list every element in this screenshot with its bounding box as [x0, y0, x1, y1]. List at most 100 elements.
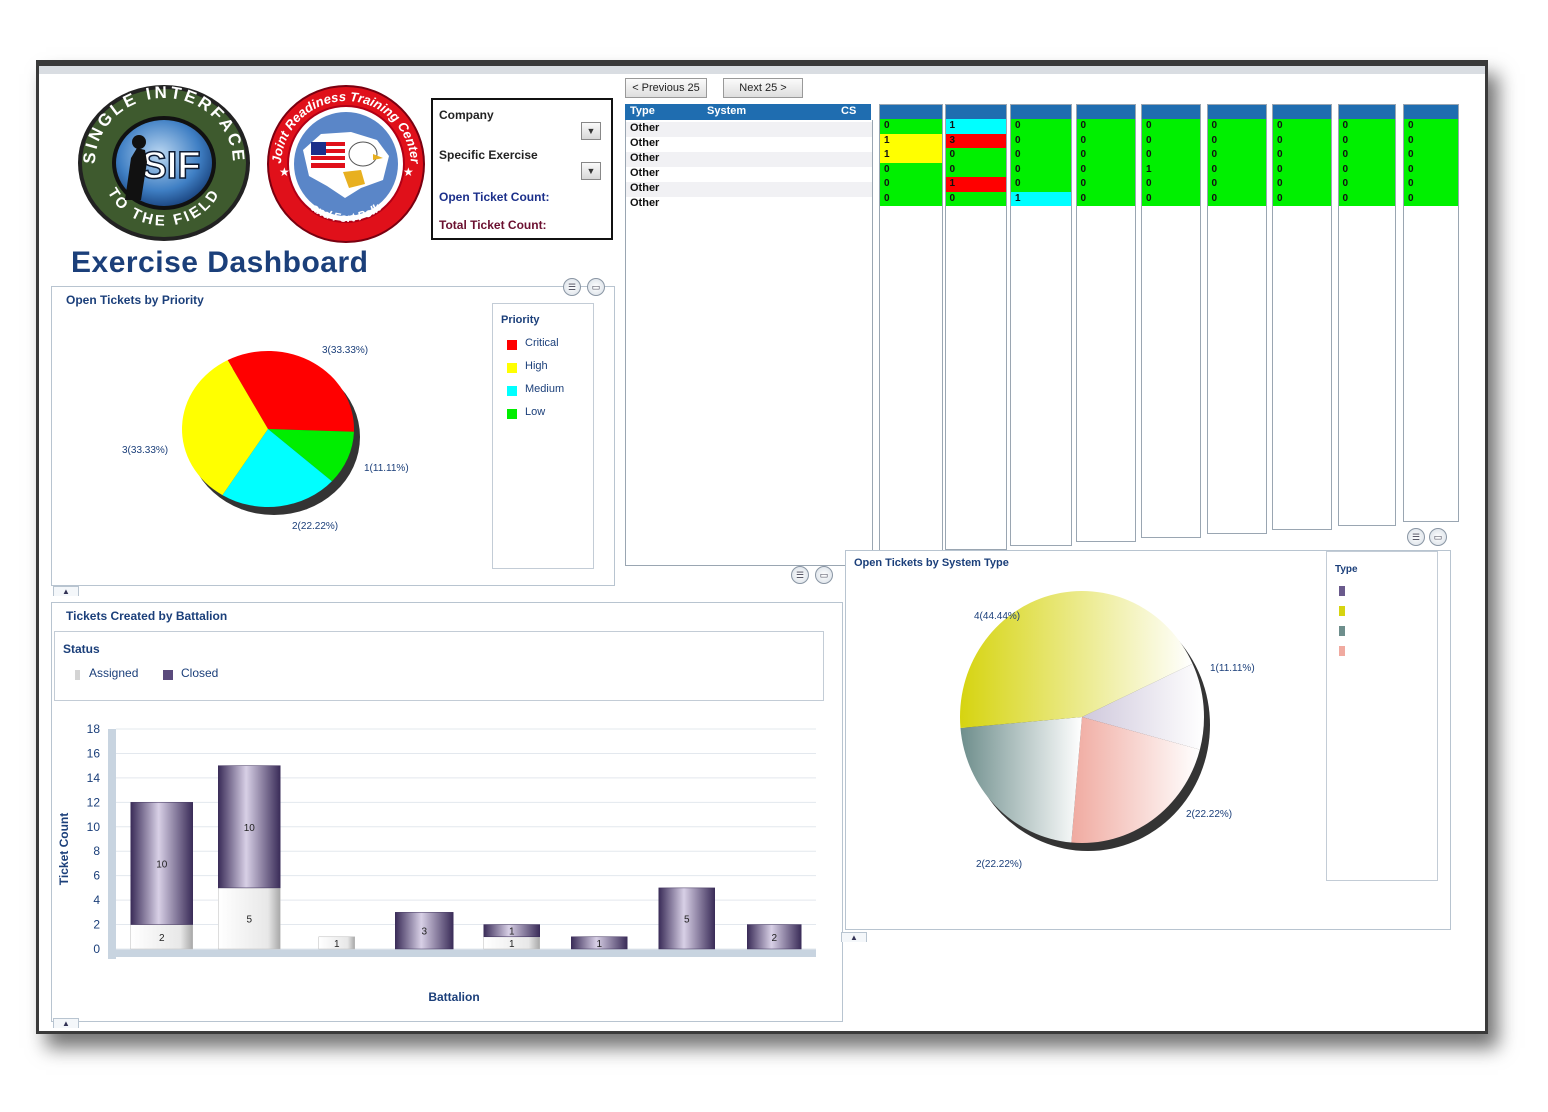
status-cell[interactable]: 0 [1338, 162, 1395, 177]
bar-closed[interactable] [747, 924, 802, 950]
status-cell[interactable]: 0 [1273, 191, 1331, 206]
legend-swatch-high [507, 363, 517, 373]
status-cell[interactable]: 0 [1076, 133, 1135, 148]
status-cell[interactable]: 1 [880, 148, 942, 163]
exercise-dropdown[interactable]: ▼ [581, 162, 601, 180]
status-cell[interactable]: 0 [1011, 162, 1071, 177]
list-view-button[interactable]: ☰ [1407, 528, 1425, 546]
status-cell[interactable]: 0 [1404, 119, 1458, 134]
grid-row[interactable]: Other [626, 182, 872, 197]
status-cell[interactable]: 0 [1207, 177, 1266, 192]
status-cell[interactable]: 0 [1273, 148, 1331, 163]
grid-row[interactable]: Other [630, 197, 660, 209]
list-view-button[interactable]: ☰ [563, 278, 581, 296]
status-cell[interactable]: 0 [1273, 162, 1331, 177]
status-cell[interactable]: 0 [1273, 133, 1331, 148]
status-cell[interactable]: 1 [880, 133, 942, 148]
status-cell[interactable]: 0 [945, 148, 1006, 163]
maximize-button[interactable]: ▭ [1429, 528, 1447, 546]
status-cell[interactable]: 0 [1207, 119, 1266, 134]
maximize-button[interactable]: ▭ [815, 566, 833, 584]
status-cell[interactable]: 0 [880, 191, 942, 206]
pie-slice[interactable] [227, 351, 354, 432]
maximize-button[interactable]: ▭ [587, 278, 605, 296]
pie-slice[interactable] [1082, 663, 1204, 750]
status-cell[interactable]: 0 [1273, 119, 1331, 134]
status-cell[interactable]: 0 [1011, 133, 1071, 148]
bar-closed[interactable] [658, 887, 715, 950]
status-cell[interactable]: 0 [1076, 148, 1135, 163]
pie-slice[interactable] [268, 429, 354, 482]
status-cell[interactable]: 0 [1142, 191, 1200, 206]
pie-slice[interactable] [960, 591, 1193, 728]
status-cell[interactable]: 0 [1076, 177, 1135, 192]
status-cell[interactable]: 0 [1076, 162, 1135, 177]
status-cell[interactable]: 0 [880, 177, 942, 192]
status-cell[interactable]: 0 [1338, 177, 1395, 192]
collapse-tab[interactable]: ▲ [53, 1018, 79, 1028]
bar-closed[interactable] [571, 936, 628, 950]
collapse-tab[interactable]: ▲ [841, 932, 867, 942]
status-cell[interactable]: 0 [1011, 148, 1071, 163]
status-cell[interactable]: 3 [945, 133, 1006, 148]
grid-row[interactable]: Other [630, 137, 660, 149]
status-cell[interactable]: 0 [1142, 177, 1200, 192]
status-cell[interactable]: 0 [1404, 177, 1458, 192]
pie-slice[interactable] [182, 360, 268, 496]
status-cell[interactable]: 1 [1142, 162, 1200, 177]
status-cell[interactable]: 1 [945, 177, 1006, 192]
grid-row[interactable]: Other [630, 167, 660, 179]
status-cell[interactable]: 0 [1338, 148, 1395, 163]
status-cell[interactable]: 0 [1207, 191, 1266, 206]
system-panel-title: Open Tickets by System Type [854, 557, 1009, 569]
column-header-cs[interactable]: CS [841, 105, 857, 117]
collapse-tab[interactable]: ▲ [53, 586, 79, 596]
status-cell[interactable]: 0 [1404, 133, 1458, 148]
bar-closed[interactable] [395, 912, 454, 950]
status-cell[interactable]: 0 [880, 162, 942, 177]
status-cell[interactable]: 0 [1207, 133, 1266, 148]
status-cell[interactable]: 0 [1011, 177, 1071, 192]
status-cell[interactable]: 0 [1076, 191, 1135, 206]
status-cell[interactable]: 0 [1011, 119, 1071, 134]
bar-closed[interactable] [483, 924, 540, 938]
status-cell[interactable]: 0 [945, 162, 1006, 177]
status-cell[interactable]: 0 [1207, 162, 1266, 177]
status-cell[interactable]: 0 [1142, 133, 1200, 148]
list-view-button[interactable]: ☰ [791, 566, 809, 584]
pie-slice[interactable] [1071, 717, 1200, 843]
column-header-system[interactable]: System [707, 105, 747, 117]
status-cell[interactable]: 1 [945, 119, 1006, 134]
bar-assigned[interactable] [218, 887, 281, 950]
next-page-button[interactable]: Next 25 > [723, 78, 803, 98]
legend-swatch-medium [507, 386, 517, 396]
legend-item-assigned: Assigned [89, 666, 139, 680]
status-cell[interactable]: 0 [1207, 148, 1266, 163]
column-header-type[interactable]: Type [630, 105, 655, 117]
status-cell[interactable]: 0 [880, 119, 942, 134]
company-dropdown[interactable]: ▼ [581, 122, 601, 140]
previous-page-button[interactable]: < Previous 25 [625, 78, 707, 98]
pie-slice[interactable] [960, 717, 1082, 843]
status-cell[interactable]: 0 [1142, 148, 1200, 163]
status-cell[interactable]: 0 [1404, 148, 1458, 163]
status-cell[interactable]: 0 [1273, 177, 1331, 192]
bar-assigned[interactable] [318, 936, 355, 950]
status-cell[interactable]: 0 [945, 191, 1006, 206]
status-cell[interactable]: 0 [1404, 162, 1458, 177]
grid-row[interactable]: Other [626, 122, 872, 137]
y-axis-title: Ticket Count [57, 813, 71, 885]
status-cell[interactable]: 0 [1404, 191, 1458, 206]
pie-slice[interactable] [222, 429, 332, 507]
status-cell[interactable]: 1 [1011, 191, 1071, 206]
status-cell[interactable]: 0 [1338, 133, 1395, 148]
legend-swatch-critical [507, 340, 517, 350]
status-cell[interactable]: 0 [1338, 191, 1395, 206]
bar-closed[interactable] [218, 765, 281, 889]
status-cell[interactable]: 0 [1142, 119, 1200, 134]
status-cell[interactable]: 0 [1338, 119, 1395, 134]
status-cell[interactable]: 0 [1076, 119, 1135, 134]
grid-row[interactable]: Other [626, 152, 872, 167]
bar-closed[interactable] [130, 802, 193, 925]
bar-value-label: 3 [421, 927, 427, 938]
